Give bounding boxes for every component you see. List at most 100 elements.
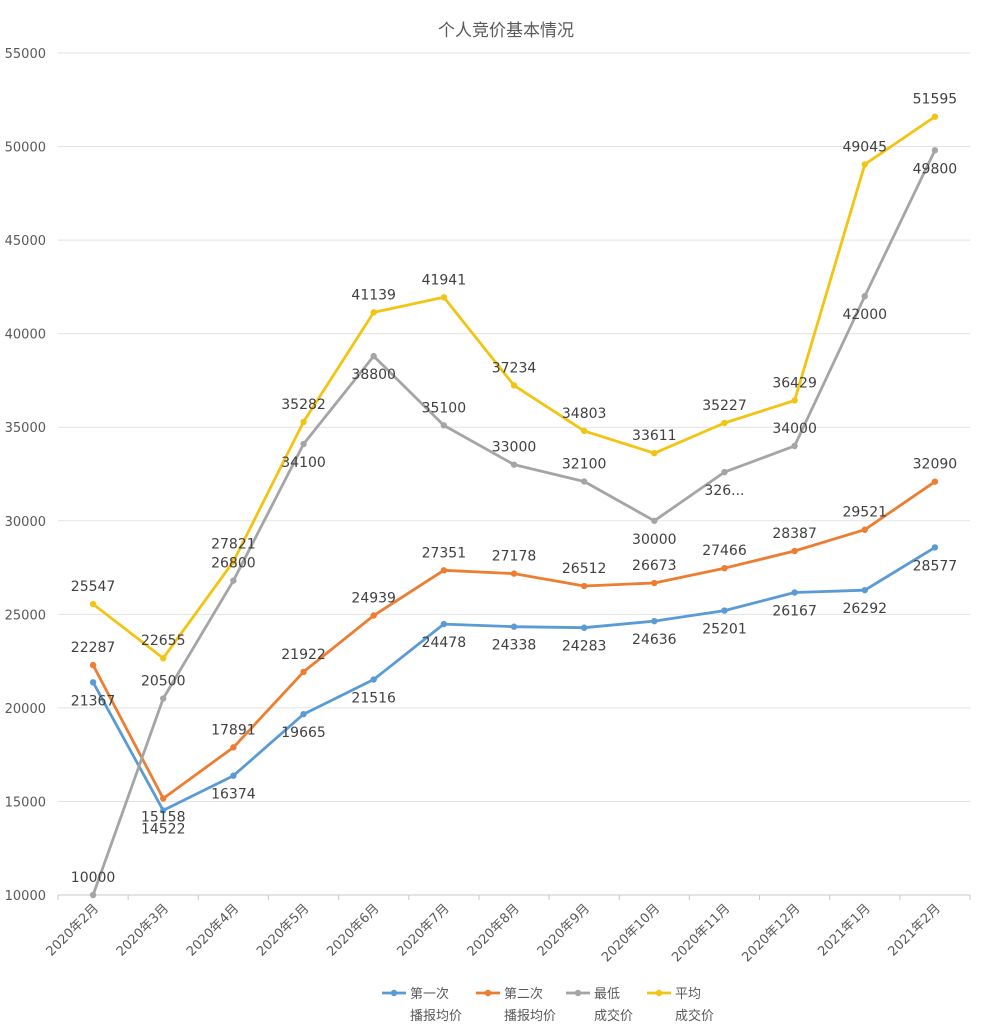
data-label: 14522 (141, 821, 186, 837)
data-point (791, 547, 798, 555)
data-label: 24283 (562, 639, 607, 655)
data-label: 24939 (351, 590, 396, 606)
data-label: 37234 (492, 360, 537, 376)
x-tick-label: 2020年5月 (254, 901, 312, 959)
y-tick-label: 30000 (5, 515, 46, 530)
data-label: 28577 (913, 558, 958, 574)
data-label: 42000 (842, 307, 887, 323)
data-label: 27821 (211, 537, 256, 553)
x-tick-label: 2020年8月 (465, 901, 523, 959)
x-tick-label: 2020年2月 (44, 901, 102, 959)
legend-label: 第一次 (410, 986, 449, 1002)
legend-label-line2: 成交价 (594, 1008, 633, 1024)
y-tick-label: 35000 (5, 421, 46, 436)
data-point (791, 442, 798, 450)
data-label: 25201 (702, 622, 747, 638)
data-point (861, 526, 868, 533)
data-point (89, 891, 97, 899)
legend-label-line2: 成交价 (675, 1008, 714, 1024)
data-point (861, 586, 868, 594)
data-point (370, 352, 377, 360)
data-label: 326... (704, 483, 744, 499)
data-label: 10000 (71, 870, 116, 886)
data-label: 16374 (211, 787, 256, 803)
legend-swatch-marker (574, 989, 582, 997)
chart-title: 个人竞价基本情况 (438, 21, 574, 41)
data-label: 24636 (632, 632, 677, 648)
data-point (160, 695, 167, 702)
y-axis: 10000 15000 20000 25000 30000 35000 40000 45000… (5, 47, 46, 904)
data-label: 34000 (772, 421, 817, 437)
data-label: 24478 (422, 635, 467, 651)
data-point (931, 478, 939, 485)
data-label: 49045 (842, 139, 887, 155)
data-label: 21367 (71, 693, 116, 709)
data-label: 34803 (562, 406, 607, 422)
data-point (160, 807, 167, 814)
data-point (370, 676, 377, 683)
data-point (440, 422, 448, 429)
data-point (651, 617, 658, 625)
data-point (791, 397, 798, 404)
data-label: 35100 (422, 400, 467, 416)
data-label: 35227 (702, 398, 747, 414)
x-tick-label: 2020年11月 (669, 901, 733, 965)
data-point (300, 710, 307, 718)
data-point (300, 418, 307, 426)
data-label: 15158 (141, 809, 186, 825)
data-label: 36429 (772, 375, 817, 391)
data-point (440, 294, 448, 301)
data-point (861, 161, 868, 168)
data-point (440, 567, 448, 574)
data-point (230, 558, 237, 565)
data-point (651, 579, 658, 587)
data-label: 26673 (632, 558, 677, 574)
data-point (931, 113, 939, 120)
series-line-1 (91, 546, 937, 812)
data-point (721, 564, 728, 572)
data-label: 27178 (492, 549, 537, 565)
data-label: 20500 (141, 674, 186, 690)
data-label: 21922 (281, 647, 326, 663)
y-tick-label: 55000 (5, 47, 46, 62)
legend-swatch-marker (655, 989, 663, 997)
x-tick-label: 2020年4月 (184, 901, 242, 959)
data-label: 29521 (842, 505, 887, 521)
y-tick-label: 20000 (5, 702, 46, 717)
data-point (580, 624, 588, 631)
data-point (651, 517, 658, 524)
data-label: 32100 (562, 456, 607, 472)
data-point (510, 461, 518, 468)
data-point (510, 382, 518, 389)
data-label: 24338 (492, 638, 537, 654)
x-tick-label: 2021年2月 (886, 901, 944, 959)
data-label: 33611 (632, 428, 677, 444)
data-point (89, 661, 97, 669)
data-point (370, 612, 377, 619)
data-label: 49800 (913, 161, 958, 177)
data-point (580, 427, 588, 435)
data-point (230, 772, 237, 779)
data-point (89, 679, 97, 686)
x-tick-label: 2020年9月 (535, 901, 593, 959)
data-label: 28387 (772, 526, 817, 542)
data-point (931, 147, 939, 154)
data-label: 41139 (351, 287, 396, 303)
data-label: 17891 (211, 722, 256, 738)
data-point (580, 582, 588, 590)
data-label: 51595 (913, 92, 958, 108)
data-label: 35282 (281, 397, 326, 413)
data-point (160, 655, 167, 662)
x-axis: 2020年2月 2020年3月 2020年4月 2020年5月 2020年6月 2020年… (44, 895, 971, 965)
data-label: 26292 (842, 601, 887, 617)
series-lines (89, 113, 939, 899)
data-label: 22655 (141, 633, 186, 649)
data-point (861, 293, 868, 300)
x-tick-label: 2020年12月 (739, 901, 803, 965)
data-label: 32090 (913, 457, 958, 473)
data-label: 30000 (632, 532, 677, 548)
data-label: 33000 (492, 440, 537, 456)
data-label: 38800 (351, 367, 396, 383)
x-tick-label: 2021年1月 (815, 901, 873, 959)
